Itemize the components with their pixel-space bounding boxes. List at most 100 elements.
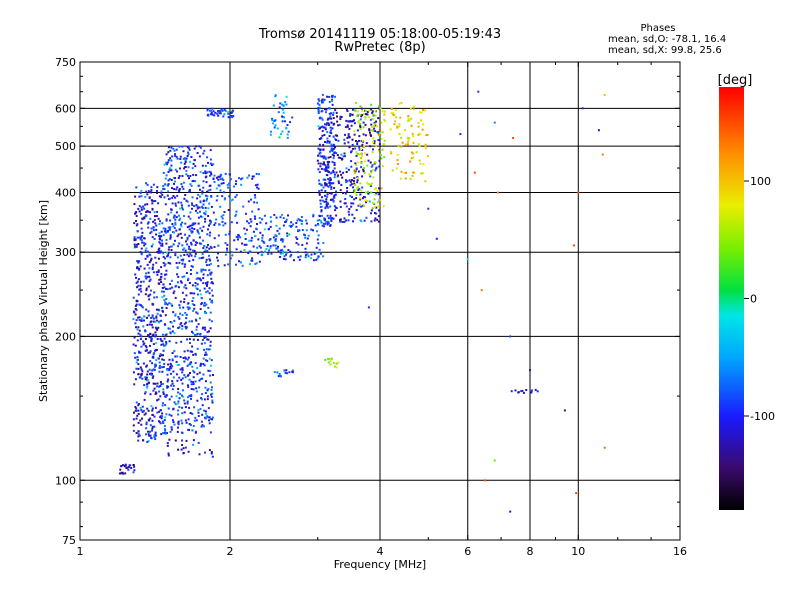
data-point (183, 360, 186, 363)
data-point (138, 288, 141, 291)
data-point (227, 116, 230, 119)
data-point (179, 167, 181, 170)
data-point (322, 143, 325, 146)
data-point (228, 233, 231, 236)
data-point (229, 257, 232, 260)
data-point (149, 333, 152, 335)
data-point (412, 171, 415, 174)
data-point (466, 258, 469, 261)
data-point (194, 165, 197, 168)
data-point (316, 230, 318, 233)
data-point (390, 108, 393, 110)
data-point (377, 117, 380, 120)
data-point (336, 154, 339, 157)
data-point (169, 362, 172, 365)
data-point (167, 229, 169, 232)
data-point (181, 444, 184, 446)
data-point (352, 180, 355, 182)
data-point (177, 402, 180, 405)
data-point (356, 152, 359, 155)
data-point (142, 340, 145, 343)
y-tick-label: 200 (55, 330, 76, 343)
data-point (331, 103, 334, 106)
data-point (151, 369, 154, 372)
data-point (327, 220, 330, 223)
data-point (206, 114, 209, 117)
data-point (140, 290, 143, 293)
data-point (350, 183, 353, 186)
data-point (203, 326, 206, 329)
data-point (247, 252, 250, 254)
data-point (187, 255, 190, 258)
data-point (167, 213, 170, 216)
data-point (241, 264, 244, 267)
data-point (381, 148, 384, 151)
data-point (145, 215, 148, 217)
data-point (332, 111, 335, 114)
data-point (149, 259, 152, 262)
data-point (270, 220, 273, 223)
data-point (411, 174, 414, 177)
data-point (213, 114, 216, 117)
data-point (157, 308, 160, 311)
data-point (333, 187, 336, 189)
data-point (137, 433, 140, 436)
data-point (137, 261, 140, 264)
data-point (267, 252, 270, 255)
data-point (184, 406, 187, 409)
data-point (396, 125, 399, 128)
data-point (150, 227, 153, 230)
data-point (163, 363, 166, 365)
data-point (163, 277, 166, 280)
data-point (275, 224, 278, 227)
data-point (404, 177, 407, 180)
data-point (329, 156, 332, 158)
data-point (258, 173, 260, 176)
data-point (133, 383, 136, 386)
data-point (172, 243, 175, 246)
data-point (148, 335, 151, 338)
data-point (199, 293, 202, 296)
data-point (166, 442, 169, 445)
data-point (280, 133, 282, 136)
data-point (165, 307, 168, 309)
data-point (253, 215, 256, 218)
data-point (318, 192, 321, 195)
data-point (227, 263, 230, 266)
data-point (135, 186, 138, 189)
data-point (159, 353, 162, 356)
data-point (187, 279, 189, 282)
data-point (327, 185, 330, 188)
data-point (245, 243, 248, 246)
data-point (140, 247, 143, 250)
data-point (337, 139, 340, 142)
data-point (183, 298, 186, 301)
data-point (132, 318, 135, 321)
data-point (355, 164, 357, 166)
data-point (190, 265, 193, 268)
data-point (358, 187, 361, 190)
data-point (189, 273, 192, 275)
data-point (209, 149, 212, 152)
data-point (154, 382, 157, 385)
x-tick-label: 1 (77, 545, 84, 558)
data-point (169, 287, 172, 290)
data-point (210, 320, 213, 323)
data-point (119, 468, 122, 471)
data-point (194, 282, 197, 284)
data-point (189, 253, 192, 255)
data-point (176, 379, 179, 382)
data-point (160, 191, 163, 194)
data-point (332, 143, 335, 146)
data-point (193, 205, 196, 208)
data-point (417, 125, 420, 128)
data-point (362, 133, 365, 136)
data-point (189, 372, 191, 374)
data-point (331, 198, 334, 201)
data-point (181, 262, 184, 265)
data-point (147, 271, 150, 274)
data-point (197, 441, 200, 444)
data-point (380, 137, 383, 140)
data-point (193, 249, 196, 252)
